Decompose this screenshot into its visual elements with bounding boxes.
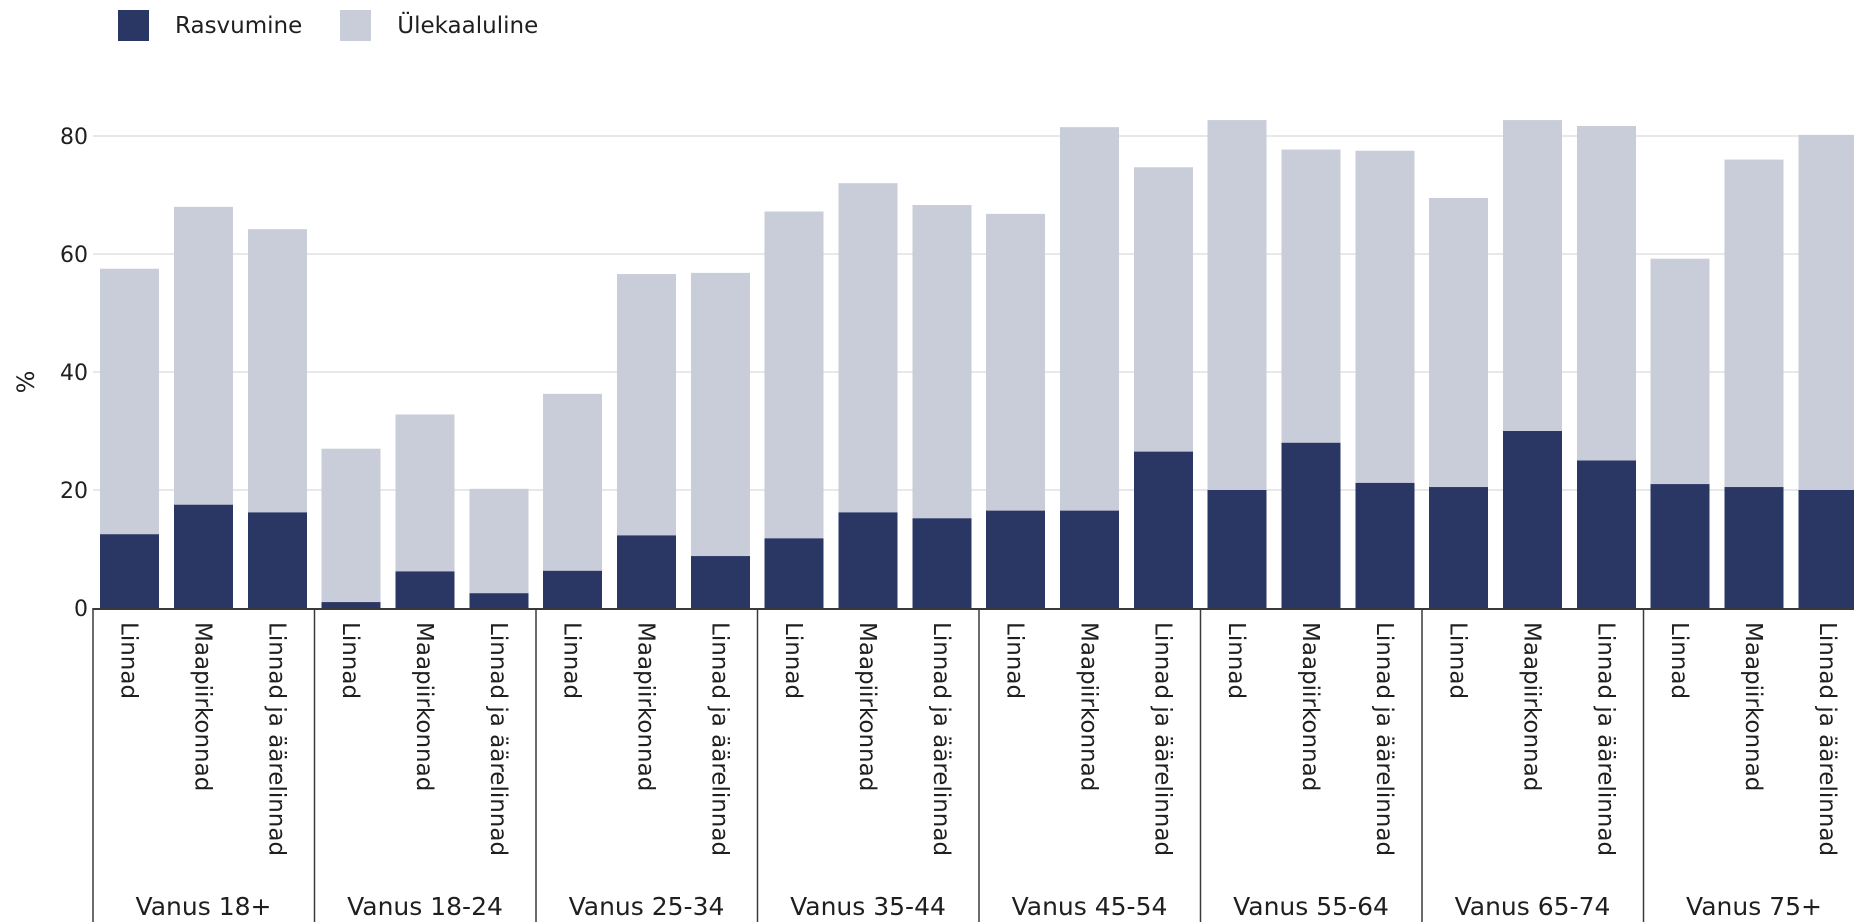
legend: Rasvumine Ülekaaluline <box>118 10 576 41</box>
category-label: Linnad ja äärelinnad <box>1371 622 1397 856</box>
category-label: Linnad ja äärelinnad <box>1814 622 1840 856</box>
category-label: Linnad <box>780 622 806 699</box>
group-label: Vanus 18-24 <box>347 892 503 921</box>
bar-obesity <box>1134 451 1193 608</box>
category-label: Linnad <box>559 622 585 699</box>
y-tick-label: 0 <box>74 597 88 622</box>
bar-obesity <box>321 602 381 608</box>
bar-obesity <box>469 593 529 608</box>
legend-item-overweight[interactable]: Ülekaaluline <box>340 10 538 41</box>
y-tick-label: 60 <box>60 243 88 268</box>
bar-obesity <box>912 518 972 608</box>
category-label: Maapiirkonnad <box>1076 622 1102 791</box>
bar-overweight <box>691 272 750 608</box>
bar-obesity <box>986 510 1045 608</box>
bar-obesity <box>543 570 602 608</box>
category-label: Maapiirkonnad <box>1519 622 1545 791</box>
legend-swatch-obesity <box>118 10 149 41</box>
category-label: Linnad <box>1002 622 1028 699</box>
bar-obesity <box>100 534 159 608</box>
bar-obesity <box>838 512 898 608</box>
category-label: Linnad <box>1223 622 1249 699</box>
group-label: Vanus 18+ <box>136 892 272 921</box>
category-label: Linnad ja äärelinnad <box>264 622 290 856</box>
category-label: Linnad <box>337 622 363 699</box>
group-label: Vanus 65-74 <box>1455 892 1611 921</box>
bar-obesity <box>1355 482 1415 608</box>
bar-overweight <box>469 488 529 608</box>
bar-obesity <box>1650 484 1710 608</box>
group-label: Vanus 75+ <box>1686 892 1822 921</box>
category-label: Maapiirkonnad <box>190 622 216 791</box>
group-label: Vanus 55-64 <box>1233 892 1389 921</box>
bar-obesity <box>1798 490 1854 608</box>
group-label: Vanus 45-54 <box>1012 892 1168 921</box>
category-label: Linnad <box>116 622 142 699</box>
bar-obesity <box>1281 442 1341 608</box>
y-tick-label: 80 <box>60 125 88 150</box>
y-axis-label: % <box>12 371 40 394</box>
category-label: Maapiirkonnad <box>411 622 437 791</box>
bar-obesity <box>1577 460 1636 608</box>
category-label: Linnad ja äärelinnad <box>485 622 511 856</box>
category-label: Maapiirkonnad <box>633 622 659 791</box>
category-label: Linnad ja äärelinnad <box>707 622 733 856</box>
bar-obesity <box>691 556 750 608</box>
legend-item-obesity[interactable]: Rasvumine <box>118 10 302 41</box>
group-label: Vanus 25-34 <box>569 892 725 921</box>
y-tick-label: 40 <box>60 361 88 386</box>
bar-obesity <box>1503 431 1562 608</box>
bar-obesity <box>1207 490 1267 608</box>
bar-obesity <box>248 512 307 608</box>
category-label: Maapiirkonnad <box>854 622 880 791</box>
bar-obesity <box>764 538 824 608</box>
category-label: Maapiirkonnad <box>1740 622 1766 791</box>
category-label: Linnad <box>1445 622 1471 699</box>
legend-label-obesity: Rasvumine <box>175 12 303 39</box>
legend-swatch-overweight <box>340 10 372 41</box>
bar-obesity <box>174 504 233 608</box>
y-tick-label: 20 <box>60 479 88 504</box>
bar-obesity <box>617 535 676 608</box>
bar-obesity <box>1060 510 1119 608</box>
bar-obesity <box>1724 487 1784 608</box>
bar-obesity <box>395 571 455 608</box>
category-label: Linnad ja äärelinnad <box>928 622 954 856</box>
group-label: Vanus 35-44 <box>790 892 946 921</box>
bar-obesity <box>1429 487 1488 608</box>
legend-label-overweight: Ülekaaluline <box>397 12 539 39</box>
category-label: Linnad ja äärelinnad <box>1593 622 1619 856</box>
category-label: Maapiirkonnad <box>1297 622 1323 791</box>
bar-overweight <box>321 448 381 608</box>
category-label: Linnad ja äärelinnad <box>1150 622 1176 856</box>
category-label: Linnad <box>1666 622 1692 699</box>
